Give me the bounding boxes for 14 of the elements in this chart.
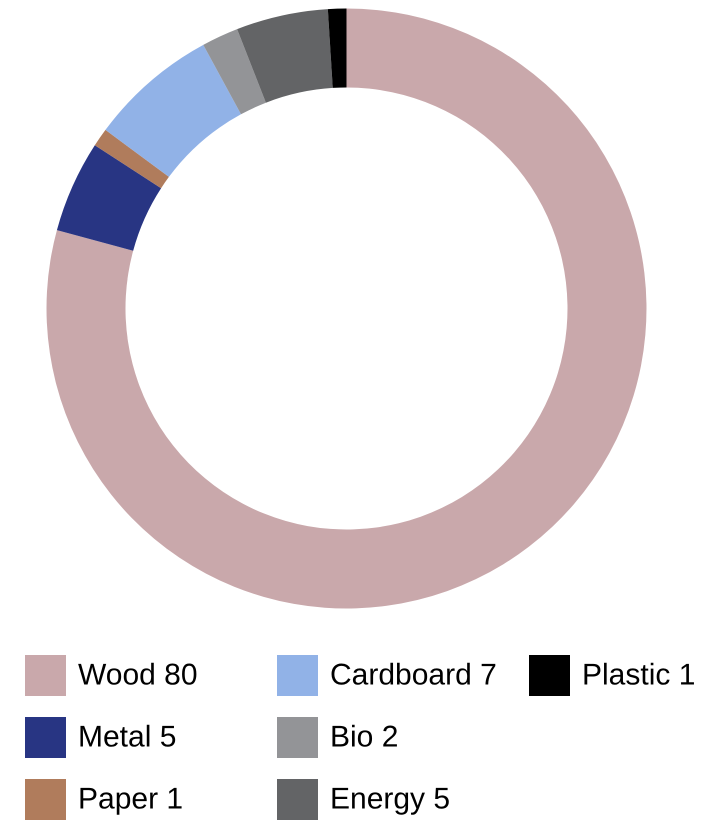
donut-slice — [328, 8, 346, 88]
legend-label: Wood 80 — [78, 658, 198, 692]
legend-label: Energy 5 — [330, 782, 450, 816]
legend-label: Cardboard 7 — [330, 658, 497, 692]
legend-label: Metal 5 — [78, 720, 176, 754]
donut-slice — [46, 8, 646, 608]
donut-slice — [105, 44, 241, 177]
legend-label: Plastic 1 — [582, 658, 696, 692]
donut-slice — [94, 130, 169, 188]
legend-label: Paper 1 — [78, 782, 184, 816]
donut-slice — [237, 9, 333, 103]
donut-slice — [203, 29, 266, 114]
legend-label: Bio 2 — [330, 720, 398, 754]
donut-slice — [56, 145, 162, 251]
